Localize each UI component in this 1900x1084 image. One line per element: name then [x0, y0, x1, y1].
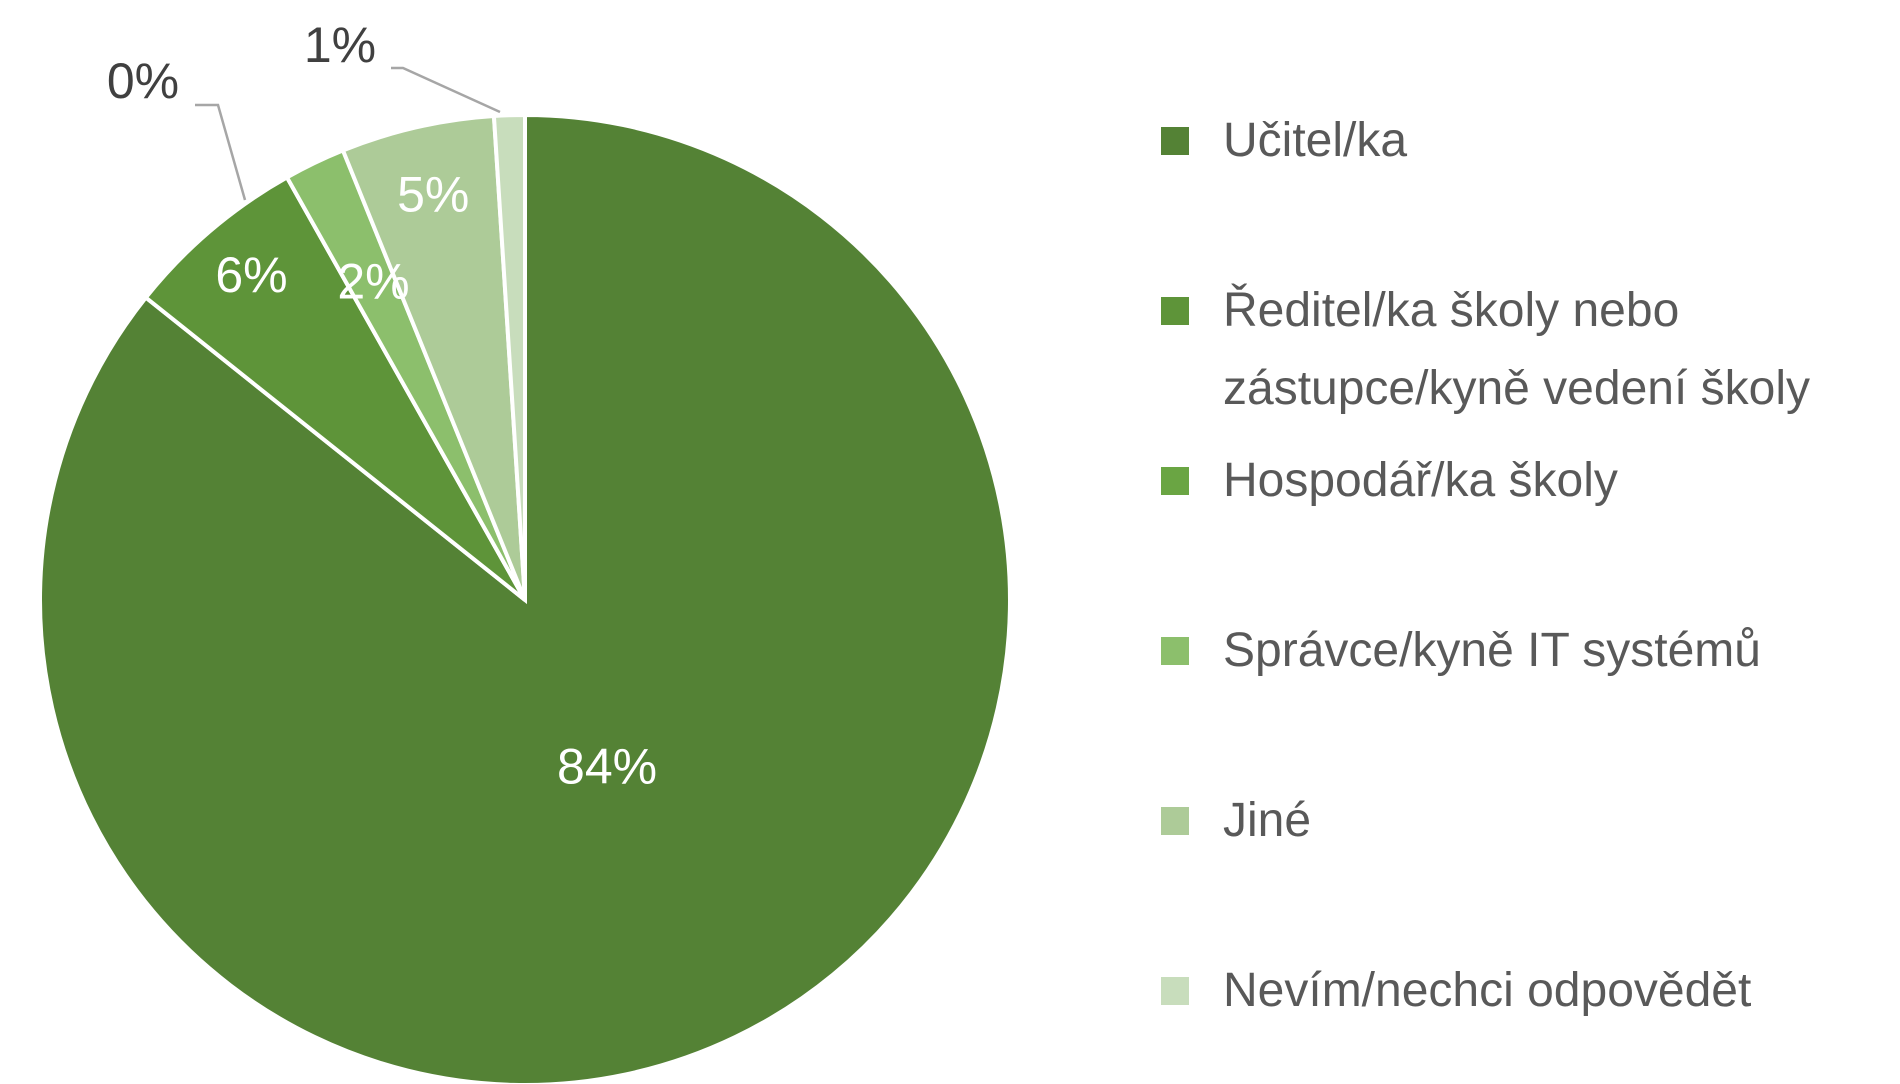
- data-label: 5%: [397, 166, 469, 222]
- legend-label: Ředitel/ka školy nebo zástupce/kyně vede…: [1223, 284, 1810, 415]
- legend-label: Hospodář/ka školy: [1223, 454, 1618, 507]
- legend-swatch: [1161, 807, 1189, 835]
- data-label: 0%: [107, 53, 179, 109]
- legend-swatch: [1161, 637, 1189, 665]
- pie-slice: [38, 112, 1012, 1084]
- legend-label: Učitel/ka: [1223, 114, 1408, 167]
- pie-slice: [491, 112, 527, 601]
- data-label: 84%: [557, 739, 657, 795]
- legend-swatch: [1161, 467, 1189, 495]
- leader-line: [391, 66, 501, 114]
- legend-label: Jiné: [1223, 794, 1312, 847]
- pie-slice: [143, 174, 527, 602]
- legend-item: Nevím/nechci odpovědět: [1161, 952, 1896, 1030]
- data-label: 6%: [215, 247, 287, 303]
- data-label: 2%: [337, 254, 409, 310]
- data-label: 1%: [304, 17, 376, 73]
- legend-label: Správce/kyně IT systémů: [1223, 624, 1761, 677]
- legend-item: Hospodář/ka školy: [1161, 442, 1896, 520]
- legend-swatch: [1161, 127, 1189, 155]
- legend-swatch: [1161, 297, 1189, 325]
- legend-item: Učitel/ka: [1161, 102, 1896, 180]
- legend-swatch: [1161, 977, 1189, 1005]
- pie-area: 84% 6% 0% 2% 5% 1%: [38, 17, 1012, 1084]
- legend-label: Nevím/nechci odpovědět: [1223, 964, 1752, 1017]
- pie-slice: [340, 113, 527, 601]
- legend-item: Ředitel/ka školy nebo zástupce/kyně vede…: [1161, 272, 1896, 428]
- legend-item: Jiné: [1161, 782, 1896, 860]
- leader-line: [195, 103, 247, 201]
- legend-item: Správce/kyně IT systémů: [1161, 612, 1896, 690]
